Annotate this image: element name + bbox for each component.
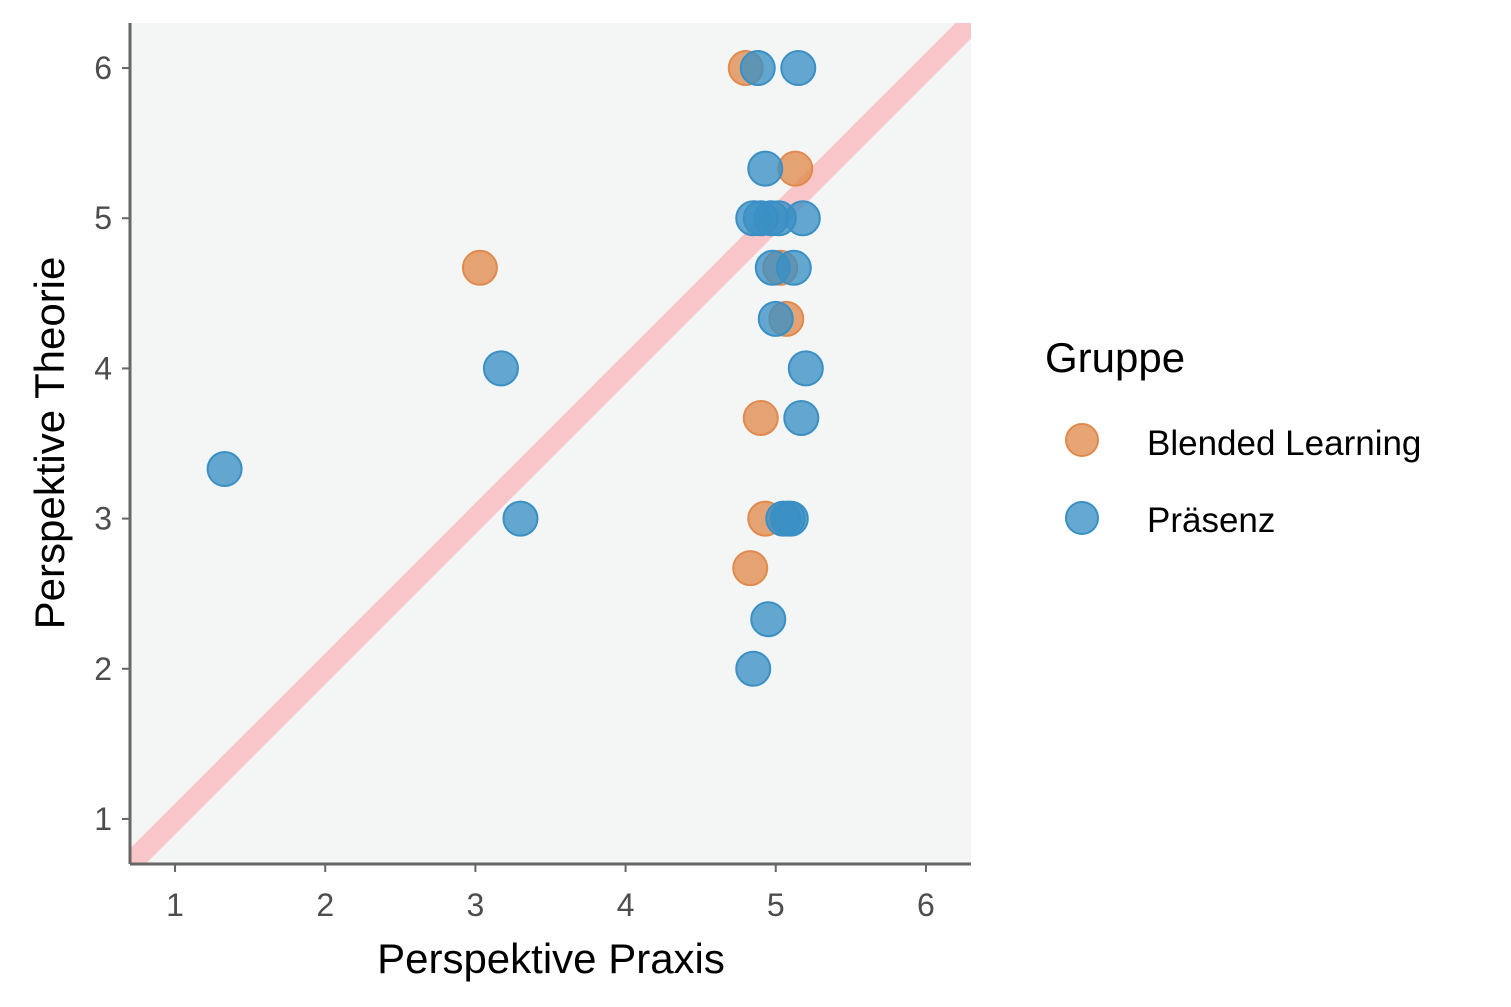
y-tick-label: 3: [94, 501, 112, 537]
point-praesenz: [787, 350, 824, 387]
x-tick-label: 2: [316, 887, 334, 923]
y-tick-label: 4: [94, 350, 112, 386]
point-praesenz: [502, 500, 539, 537]
point-praesenz: [482, 350, 519, 387]
point-praesenz: [757, 300, 794, 337]
legend-key-blended-learning: [1065, 423, 1099, 457]
y-tick-label: 6: [94, 50, 112, 86]
y-tick-label: 2: [94, 651, 112, 687]
point-blended-learning: [742, 399, 779, 436]
point-blended-learning: [777, 150, 814, 187]
point-praesenz: [772, 500, 809, 537]
point-praesenz: [735, 650, 772, 687]
point-blended-learning: [461, 249, 498, 286]
reference-line: [130, 23, 971, 864]
x-tick-label: 4: [617, 887, 635, 923]
x-tick-label: 6: [917, 887, 935, 923]
y-tick-label: 1: [94, 801, 112, 837]
legend-label-blended-learning: Blended Learning: [1147, 424, 1421, 463]
x-axis-title: Perspektive Praxis: [377, 935, 725, 982]
point-praesenz: [739, 50, 776, 87]
point-praesenz: [747, 150, 784, 187]
legend-label-praesenz: Präsenz: [1147, 501, 1275, 540]
point-praesenz: [780, 50, 817, 87]
x-tick-label: 5: [767, 887, 785, 923]
y-axis-title: Perspektive Theorie: [26, 257, 73, 630]
point-blended-learning: [732, 550, 769, 587]
point-praesenz: [206, 451, 243, 488]
point-praesenz: [775, 249, 812, 286]
legend-title: Gruppe: [1045, 334, 1185, 381]
point-praesenz: [750, 601, 787, 638]
point-praesenz: [784, 200, 821, 237]
legend-key-praesenz: [1065, 501, 1099, 535]
y-tick-label: 5: [94, 200, 112, 236]
x-tick-label: 1: [166, 887, 184, 923]
x-tick-label: 3: [467, 887, 485, 923]
point-praesenz: [783, 399, 820, 436]
legend: Gruppe Blended Learning Präsenz: [1045, 334, 1421, 540]
